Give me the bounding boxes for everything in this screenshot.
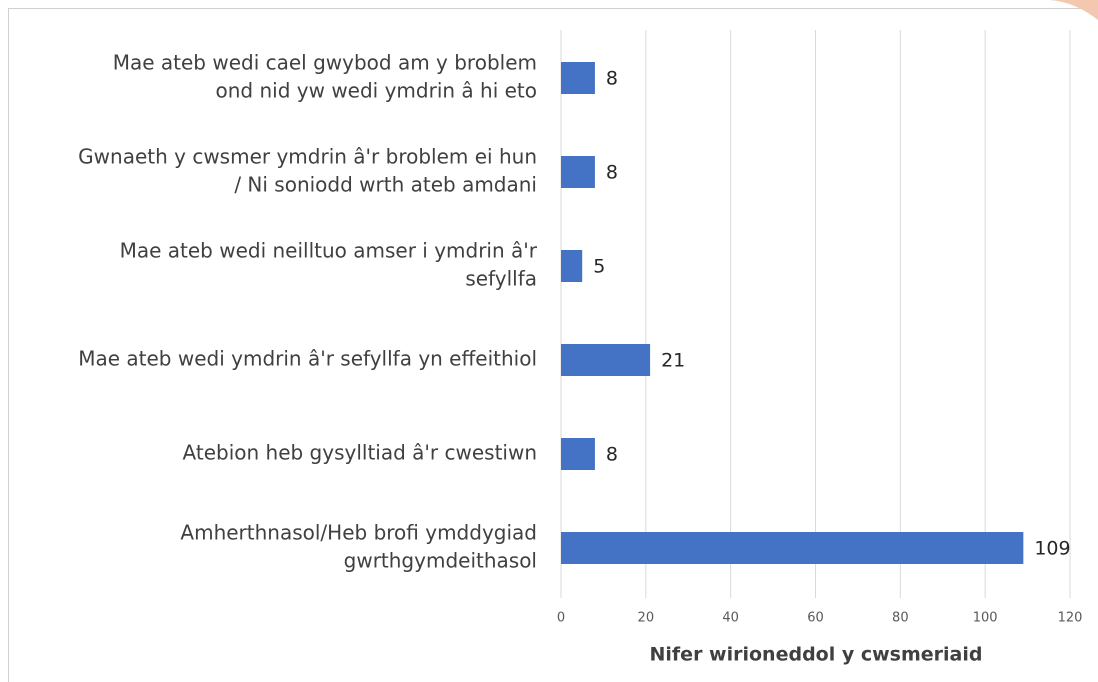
y-tick-label: sefyllfa	[465, 267, 537, 291]
x-tick-label: 100	[973, 611, 998, 626]
y-tick-label: ond nid yw wedi ymdrin â hi eto	[216, 79, 537, 103]
value-label: 8	[606, 162, 618, 184]
x-tick-label: 120	[1058, 611, 1083, 626]
x-tick-label: 0	[557, 611, 565, 626]
value-label: 21	[661, 350, 685, 372]
bar	[561, 250, 583, 282]
corner-decoration	[1050, 0, 1098, 20]
bar	[561, 344, 651, 376]
y-tick-label: Amherthnasol/Heb brofi ymddygiad	[180, 521, 537, 545]
x-tick-label: 40	[722, 611, 739, 626]
frame	[8, 8, 1098, 682]
bar	[561, 532, 1024, 564]
x-tick-label: 60	[807, 611, 824, 626]
value-label: 109	[1034, 538, 1070, 560]
x-axis-title: Nifer wirioneddol y cwsmeriaid	[650, 644, 983, 666]
y-tick-label: Mae ateb wedi neilltuo amser i ymdrin â'…	[120, 239, 538, 263]
value-label: 5	[593, 256, 605, 278]
y-tick-label: Mae ateb wedi ymdrin â'r sefyllfa yn eff…	[78, 347, 537, 371]
x-tick-label: 80	[892, 611, 909, 626]
y-tick-label: Gwnaeth y cwsmer ymdrin â'r broblem ei h…	[78, 145, 537, 169]
x-tick-label: 20	[638, 611, 655, 626]
value-label: 8	[606, 68, 618, 90]
bar	[561, 156, 595, 188]
value-label: 8	[606, 444, 618, 466]
y-tick-label: gwrthgymdeithasol	[344, 549, 537, 573]
y-tick-label: Mae ateb wedi cael gwybod am y broblem	[113, 51, 537, 75]
y-tick-label: Atebion heb gysylltiad â'r cwestiwn	[183, 441, 537, 465]
y-tick-label: / Ni soniodd wrth ateb amdani	[234, 173, 537, 197]
bar	[561, 62, 595, 94]
bar	[561, 438, 595, 470]
